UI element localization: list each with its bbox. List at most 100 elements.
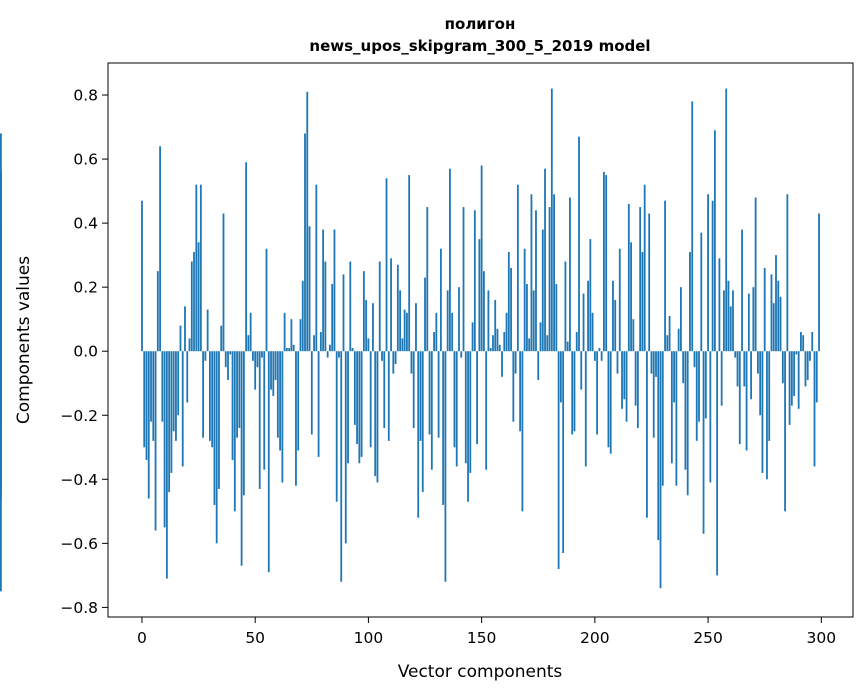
bar (340, 351, 343, 582)
bar (165, 351, 168, 579)
bar (707, 194, 709, 352)
bar (168, 351, 171, 493)
bar (449, 168, 451, 352)
bar (367, 338, 370, 352)
bar (444, 351, 447, 582)
bar (603, 171, 605, 352)
bar (204, 351, 207, 361)
bar (401, 338, 404, 352)
bar (804, 351, 807, 387)
bar (188, 338, 191, 352)
bar (582, 293, 585, 352)
bar (573, 351, 576, 432)
y-tick-label: −0.6 (60, 535, 98, 553)
bar (390, 258, 392, 352)
bar (503, 331, 506, 352)
bar (247, 335, 250, 352)
bar (750, 351, 752, 400)
bar (480, 165, 483, 352)
x-axis-ticks: 0 50 100 150 200 250 300 (137, 617, 836, 647)
bar (297, 351, 300, 451)
bar (326, 351, 329, 358)
bar (779, 296, 782, 352)
bar (743, 351, 746, 387)
bar (406, 312, 408, 352)
bar (408, 175, 411, 352)
bar (462, 207, 465, 352)
y-axis-ticks: −0.8 −0.6 −0.4 −0.2 0.0 0.2 0.4 0.6 0.8 (60, 87, 108, 617)
bar (668, 315, 671, 352)
y-tick-label: 0.0 (73, 343, 98, 361)
bar (213, 351, 216, 505)
bar (154, 351, 157, 531)
bar (310, 351, 313, 435)
bar (270, 351, 272, 390)
bar (498, 344, 501, 352)
bar (680, 287, 682, 352)
bar (528, 338, 531, 352)
bar (279, 351, 281, 451)
bar (344, 351, 347, 544)
bar (170, 351, 173, 473)
bar (650, 351, 653, 374)
bar (236, 351, 238, 438)
bar (467, 351, 469, 502)
bar (625, 351, 628, 422)
bar (195, 184, 198, 352)
plot-frame (107, 62, 854, 618)
bar (410, 351, 413, 374)
bar (652, 351, 655, 438)
bar (648, 213, 651, 352)
bar (238, 351, 241, 429)
bar (150, 351, 152, 422)
bar (245, 162, 248, 352)
bar (489, 348, 492, 352)
bar (562, 351, 565, 553)
bar (777, 280, 780, 352)
bar (569, 197, 571, 352)
bar (163, 351, 166, 528)
bar (358, 351, 361, 464)
bar (741, 229, 743, 352)
bar (159, 146, 161, 352)
bar (657, 351, 660, 541)
bar (711, 200, 714, 352)
bar (252, 351, 254, 361)
bar (184, 306, 186, 352)
bar (600, 351, 603, 361)
bar (806, 351, 809, 381)
bar (206, 309, 209, 352)
bar (505, 312, 508, 352)
bar (766, 351, 768, 480)
bar (747, 293, 750, 352)
bar (288, 348, 291, 352)
bar (317, 351, 320, 457)
bar (267, 351, 270, 573)
bar (476, 351, 479, 445)
bar (813, 351, 816, 467)
bar (229, 351, 232, 355)
bar (378, 261, 381, 352)
bar (0, 351, 2, 499)
bar (460, 351, 463, 358)
bar (143, 351, 146, 448)
bar (720, 351, 723, 406)
bar (788, 351, 791, 425)
chart-title: полигон (445, 15, 516, 33)
bar (428, 351, 431, 435)
bar (521, 351, 524, 512)
bar (208, 351, 211, 441)
bar (473, 210, 476, 352)
bar (263, 351, 266, 470)
y-tick-label: −0.2 (60, 407, 98, 425)
bar (636, 351, 639, 429)
bar (501, 351, 503, 377)
bar (335, 351, 338, 502)
bar (630, 242, 632, 352)
y-axis-label: Components values (14, 256, 34, 424)
bar (530, 194, 533, 352)
bar (261, 351, 263, 358)
bar (559, 351, 562, 403)
bar (566, 341, 569, 352)
bar (716, 351, 719, 576)
